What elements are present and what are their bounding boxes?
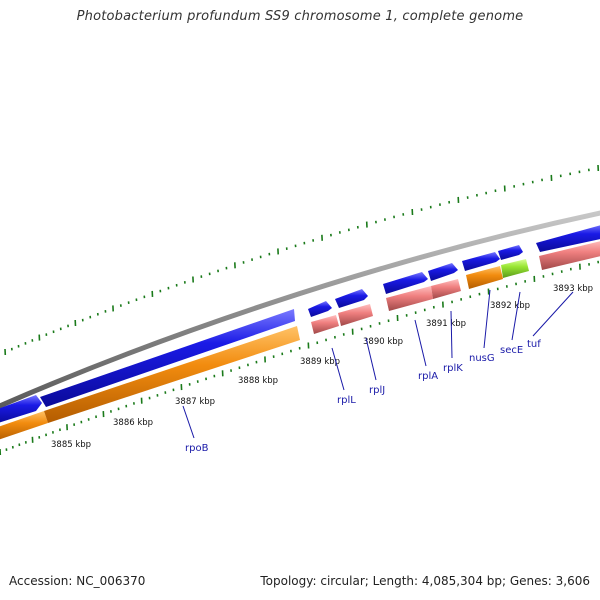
accession-text: Accession: NC_006370 [9, 574, 146, 588]
cds-bar-nusg[interactable] [466, 266, 503, 289]
gene-leader-lines [182, 289, 574, 439]
gene-arrow-rpla[interactable] [383, 272, 428, 294]
kbp-label: 3886 kbp [113, 418, 153, 428]
gene-label-rpob[interactable]: rpoB [185, 443, 209, 454]
outer-tick-track [4, 164, 600, 356]
kbp-label: 3888 kbp [238, 376, 278, 386]
kbp-label: 3890 kbp [363, 337, 403, 347]
kbp-label: 3892 kbp [490, 301, 530, 311]
kbp-label: 3891 kbp [426, 319, 466, 329]
kbp-label: 3893 kbp [553, 284, 593, 294]
gene-arrow-tuf[interactable] [536, 224, 600, 252]
genome-summary-text: Topology: circular; Length: 4,085,304 bp… [260, 574, 590, 588]
gene-arrow-sece[interactable] [498, 245, 523, 260]
cds-bar[interactable] [0, 411, 48, 441]
kbp-label: 3887 kbp [175, 397, 215, 407]
gene-label-sece[interactable]: secE [500, 345, 523, 356]
kbp-label: 3889 kbp [300, 357, 340, 367]
gene-label-tuf[interactable]: tuf [527, 339, 541, 350]
inner-tick-track [0, 260, 600, 456]
forward-strand-genes [0, 224, 600, 424]
rna-bar-rpll[interactable] [311, 315, 339, 334]
gene-label-rplk[interactable]: rplK [443, 363, 463, 374]
map-title: Photobacterium profundum SS9 chromosome … [76, 9, 524, 24]
gene-arrow-rplk[interactable] [428, 263, 458, 281]
genome-backbone [0, 210, 600, 409]
gene-arrow-rpob[interactable] [40, 309, 295, 407]
rna-bar-sece[interactable] [501, 259, 529, 278]
rna-bar-tuf[interactable] [539, 240, 600, 270]
gene-labels: rpoB rplL rplJ rplA rplK nusG secE tuf [185, 339, 541, 454]
gene-label-rpll[interactable]: rplL [337, 395, 356, 406]
rna-bar-rplj[interactable] [338, 304, 373, 326]
feature-track [0, 240, 600, 441]
gene-arrow-nusg[interactable] [462, 252, 500, 271]
gene-label-rpla[interactable]: rplA [418, 371, 438, 382]
rna-bar-rpla[interactable] [386, 286, 433, 311]
gene-arrow[interactable] [0, 395, 42, 424]
gene-label-nusg[interactable]: nusG [469, 353, 495, 364]
rna-bar-rplk[interactable] [431, 279, 461, 299]
gene-arrow-rplj[interactable] [335, 289, 368, 308]
gene-arrow-rpll[interactable] [308, 301, 332, 317]
cds-bar-rpob[interactable] [44, 326, 300, 423]
kbp-scale-labels: 3885 kbp 3886 kbp 3887 kbp 3888 kbp 3889… [51, 284, 593, 450]
kbp-label: 3885 kbp [51, 440, 91, 450]
gene-label-rplj[interactable]: rplJ [369, 385, 385, 396]
